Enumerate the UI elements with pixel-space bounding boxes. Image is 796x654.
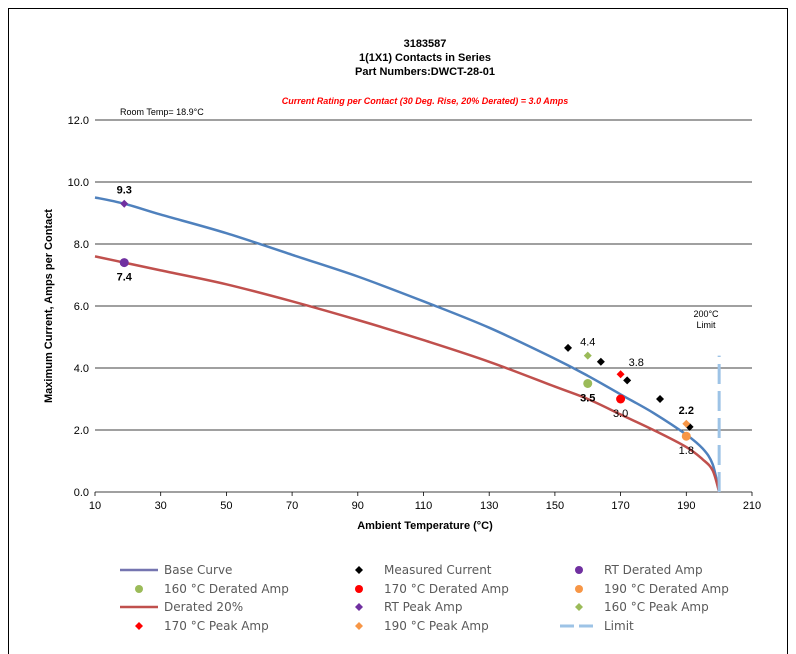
legend-measured-current-label: Measured Current — [384, 563, 492, 577]
legend-190-c-peak-amp-swatch — [355, 622, 363, 630]
room-temp-note: Room Temp= 18.9°C — [120, 107, 204, 117]
y-tick-label-4: 8.0 — [74, 239, 89, 251]
x-tick-label-2: 50 — [220, 500, 232, 512]
legend-190-c-peak-amp-label: 190 °C Peak Amp — [384, 619, 489, 633]
x-axis-label: Ambient Temperature (°C) — [357, 520, 493, 532]
c160_peak-point-0 — [583, 351, 592, 360]
legend-limit-label: Limit — [604, 619, 634, 633]
data-label-7: 1.8 — [679, 445, 694, 457]
y-tick-label-0: 0.0 — [74, 487, 89, 499]
legend-measured-current-swatch — [355, 566, 363, 574]
x-tick-label-10: 210 — [743, 500, 761, 512]
legend-160-c-peak-amp-swatch — [575, 603, 583, 611]
rating-note: Current Rating per Contact (30 Deg. Rise… — [282, 96, 569, 106]
c190_derated-point-0 — [681, 431, 691, 441]
y-axis-label: Maximum Current, Amps per Contact — [43, 209, 55, 403]
measured-point-2 — [623, 376, 632, 385]
x-tick-label-3: 70 — [286, 500, 298, 512]
c170_peak-point-0 — [616, 370, 625, 379]
chart-subtitle-2: Part Numbers:DWCT-28-01 — [355, 66, 495, 78]
legend-rt-peak-amp-label: RT Peak Amp — [384, 600, 462, 614]
measured-point-1 — [596, 357, 605, 366]
x-tick-label-6: 130 — [480, 500, 498, 512]
x-tick-label-9: 190 — [677, 500, 695, 512]
legend-derated-20-label: Derated 20% — [164, 600, 243, 614]
data-label-5: 3.0 — [613, 408, 628, 420]
legend-170-c-peak-amp-label: 170 °C Peak Amp — [164, 619, 269, 633]
y-tick-label-6: 12.0 — [68, 115, 89, 127]
x-tick-label-4: 90 — [352, 500, 364, 512]
legend-base-curve-label: Base Curve — [164, 563, 232, 577]
chart-frame — [8, 8, 788, 654]
measured-point-3 — [656, 395, 665, 403]
legend-160-c-derated-amp-swatch — [135, 585, 143, 593]
data-label-4: 3.8 — [629, 357, 644, 369]
y-tick-label-1: 2.0 — [74, 425, 89, 437]
y-tick-label-3: 6.0 — [74, 301, 89, 313]
data-label-0: 9.3 — [117, 185, 132, 197]
c190_peak-point-0 — [682, 419, 691, 428]
x-tick-label-1: 30 — [155, 500, 167, 512]
derated-curve — [94, 255, 721, 493]
data-label-3: 3.5 — [580, 393, 595, 405]
legend: Base Curve Measured Current RT Derated Amp… — [120, 563, 729, 633]
legend-170-c-peak-amp-swatch — [135, 622, 143, 630]
plot-area: 0.0 2.0 4.0 6.0 8.0 10.0 12.0 10 30 50 70 90 110 130 1… — [68, 115, 762, 512]
chart-subtitle-1: 1(1X1) Contacts in Series — [359, 52, 491, 64]
limit-note-2: Limit — [696, 320, 716, 330]
legend-rt-derated-amp-swatch — [575, 566, 583, 574]
base-curve — [94, 196, 721, 493]
x-tick-label-7: 150 — [546, 500, 564, 512]
measured-point-0 — [564, 343, 573, 352]
rt_derated-point-0 — [119, 258, 129, 268]
y-tick-label-5: 10.0 — [68, 177, 89, 189]
x-tick-label-5: 110 — [415, 500, 433, 512]
rt_peak-point-0 — [120, 199, 129, 208]
legend-rt-derated-amp-label: RT Derated Amp — [604, 563, 703, 577]
y-tick-label-2: 4.0 — [74, 363, 89, 375]
c160_derated-point-0 — [583, 379, 593, 388]
legend-160-c-peak-amp-label: 160 °C Peak Amp — [604, 600, 709, 614]
legend-190-c-derated-amp-swatch — [575, 585, 583, 593]
x-tick-label-0: 10 — [89, 500, 101, 512]
legend-170-c-derated-amp-label: 170 °C Derated Amp — [384, 582, 509, 596]
x-tick-label-8: 170 — [611, 500, 629, 512]
c170_derated-point-0 — [616, 394, 626, 404]
legend-190-c-derated-amp-label: 190 °C Derated Amp — [604, 582, 729, 596]
data-label-1: 7.4 — [117, 272, 133, 284]
legend-160-c-derated-amp-label: 160 °C Derated Amp — [164, 582, 289, 596]
legend-rt-peak-amp-swatch — [355, 603, 363, 611]
data-label-6: 2.2 — [679, 405, 694, 417]
limit-note-1: 200°C — [693, 309, 719, 319]
legend-170-c-derated-amp-swatch — [355, 585, 363, 593]
chart-title: 3183587 — [404, 38, 447, 50]
data-label-2: 4.4 — [580, 337, 595, 349]
